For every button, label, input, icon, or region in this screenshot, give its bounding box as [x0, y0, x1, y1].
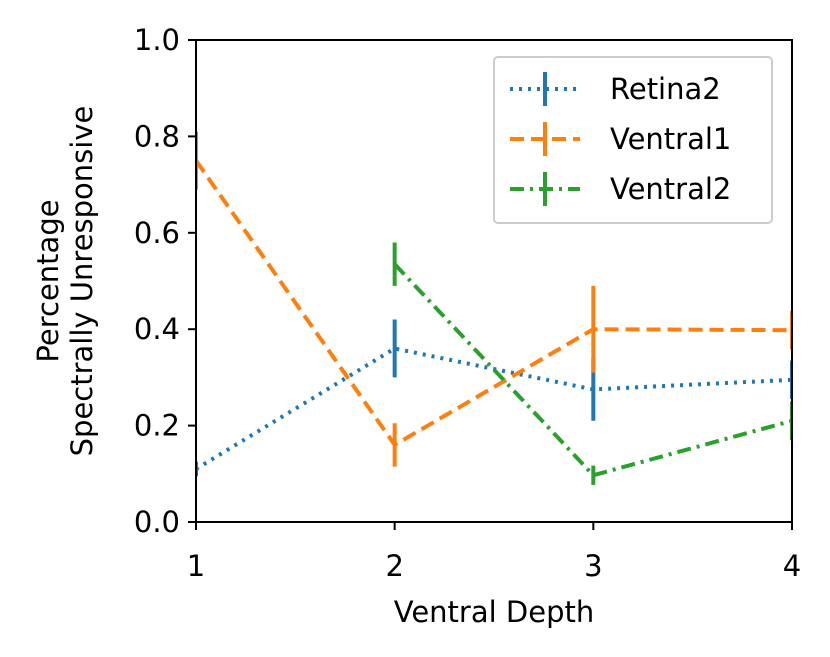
legend-label-ventral1: Ventral1 — [610, 122, 731, 156]
x-tick-label: 4 — [783, 549, 801, 583]
plot-frame — [195, 39, 793, 523]
x-tick-label: 1 — [187, 549, 205, 583]
y-tick-label: 0.2 — [134, 409, 180, 443]
series-line-ventral1 — [196, 159, 792, 448]
x-tick-label: 3 — [584, 549, 602, 583]
y-tick-label: 0.6 — [134, 216, 180, 250]
x-tick-label: 2 — [385, 549, 403, 583]
ticks-layer: 1 2 3 4 0.0 0.2 0.4 0.6 0.8 1.0 — [134, 23, 801, 583]
y-tick-label: 0.0 — [134, 505, 180, 539]
x-axis-label: Ventral Depth — [394, 595, 594, 629]
series-line-ventral2 — [393, 262, 792, 478]
series-layer — [196, 131, 792, 485]
y-axis-label-line-2: Spectrally Unresponsive — [65, 106, 99, 457]
data-point-retina2 — [393, 346, 397, 350]
legend: Retina2 Ventral1 Ventral2 — [493, 56, 773, 224]
y-axis-label-line-1: Percentage — [31, 199, 65, 362]
data-point-ventral2 — [393, 262, 397, 266]
legend-label-ventral2: Ventral2 — [610, 172, 731, 206]
legend-box — [493, 56, 773, 224]
y-tick-label: 0.8 — [134, 119, 180, 153]
y-tick-label: 1.0 — [134, 23, 180, 57]
data-point-ventral1 — [393, 443, 397, 447]
legend-label-retina2: Retina2 — [610, 72, 721, 106]
data-point-ventral1 — [591, 327, 595, 331]
y-tick-label: 0.4 — [134, 312, 180, 346]
data-point-ventral2 — [591, 473, 595, 477]
legend-entries: Retina2 Ventral1 Ventral2 — [510, 72, 731, 206]
data-point-retina2 — [591, 387, 595, 391]
series-line-retina2 — [196, 346, 792, 471]
